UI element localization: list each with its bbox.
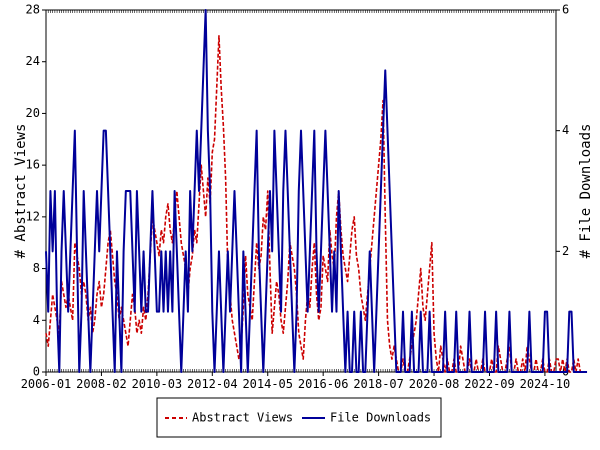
y-left-axis-title: # Abstract Views	[13, 124, 29, 259]
series-layer	[45, 9, 588, 373]
x-tick-label: 2008-02	[76, 377, 127, 391]
y-left-tick-label: 12	[26, 209, 40, 223]
x-tick-label: 2012-04	[187, 377, 238, 391]
y-left-tick-label: 28	[26, 3, 40, 17]
x-tick-label: 2010-03	[132, 377, 183, 391]
y-left-tick-label: 0	[33, 365, 40, 379]
y-right-tick-label: 6	[562, 3, 569, 17]
x-axis-ticks: 2006-01 2008-02 2010-03 2012-04 2014-05 2016-…	[21, 372, 570, 391]
x-tick-label: 2006-01	[21, 377, 72, 391]
y-left-axis-ticks: 0 4 8 12 16 20 24 28	[26, 3, 46, 379]
y-left-tick-label: 24	[26, 54, 40, 68]
x-tick-label: 2024-10	[520, 377, 571, 391]
x-tick-label: 2016-06	[298, 377, 349, 391]
y-right-tick-label: 2	[562, 244, 569, 258]
x-tick-label: 2020-08	[409, 377, 460, 391]
y-left-tick-label: 8	[33, 261, 40, 275]
y-left-tick-label: 20	[26, 106, 40, 120]
series-line-file-downloads	[45, 9, 588, 373]
y-left-tick-label: 4	[33, 313, 40, 327]
legend: Abstract Views File Downloads	[156, 397, 442, 438]
legend-label-abstract-views: Abstract Views	[192, 411, 293, 425]
legend-label-file-downloads: File Downloads	[330, 411, 431, 425]
y-left-tick-label: 16	[26, 158, 40, 172]
x-tick-label: 2018-07	[353, 377, 404, 391]
legend-box	[156, 397, 442, 438]
y-right-axis-title: # File Downloads	[578, 124, 594, 259]
x-tick-label: 2022-09	[464, 377, 515, 391]
y-right-tick-label: 4	[562, 123, 569, 137]
x-tick-label: 2014-05	[242, 377, 293, 391]
